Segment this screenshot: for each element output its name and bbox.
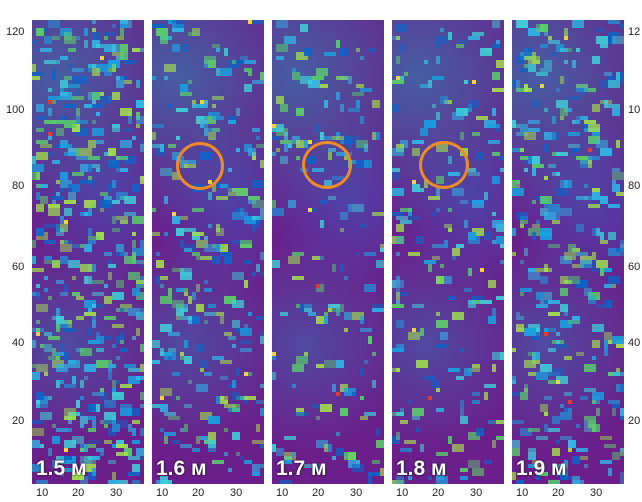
anomaly-marker-circle [419,141,469,189]
x-tick-20: 20 [72,487,85,499]
y-tick-60: 60 [12,261,25,273]
depth-slice-panel-2: 1.6 м [152,20,264,484]
y-tick-right-120: 12 [628,26,641,38]
y-tick-right-60: 60 [628,261,641,273]
depth-label: 1.7 м [276,457,327,480]
amplitude-field [512,20,624,484]
amplitude-field [392,20,504,484]
depth-slice-panel-4: 1.8 м [392,20,504,484]
amplitude-field [32,20,144,484]
amplitude-field [152,20,264,484]
x-tick-10: 10 [516,487,529,499]
depth-label: 1.5 м [36,457,87,480]
depth-label: 1.6 м [156,457,207,480]
y-tick-right-40: 40 [628,337,641,349]
depth-slice-panel-3: 1.7 м [272,20,384,484]
x-tick-30: 30 [110,487,123,499]
y-tick-right-100: 10 [628,104,641,116]
x-tick-20: 20 [432,487,445,499]
x-tick-10: 10 [396,487,409,499]
y-tick-right-80: 80 [628,180,641,192]
depth-slice-panel-1: 1.5 м [32,20,144,484]
y-tick-120: 120 [6,26,25,38]
depth-label: 1.8 м [396,457,447,480]
x-tick-20: 20 [312,487,325,499]
y-tick-20: 20 [12,415,25,427]
x-tick-30: 30 [230,487,243,499]
depth-slice-panel-5: 1.9 м [512,20,624,484]
x-tick-20: 20 [552,487,565,499]
x-tick-10: 10 [36,487,49,499]
x-tick-30: 30 [590,487,603,499]
y-tick-right-20: 20 [628,415,641,427]
anomaly-marker-circle [302,141,352,189]
depth-label: 1.9 м [516,457,567,480]
x-tick-30: 30 [470,487,483,499]
x-tick-10: 10 [276,487,289,499]
x-tick-30: 30 [350,487,363,499]
x-tick-20: 20 [192,487,205,499]
y-tick-100: 100 [6,104,25,116]
x-tick-10: 10 [156,487,169,499]
anomaly-marker-circle [176,142,224,190]
amplitude-field [272,20,384,484]
y-tick-80: 80 [12,180,25,192]
y-tick-40: 40 [12,337,25,349]
